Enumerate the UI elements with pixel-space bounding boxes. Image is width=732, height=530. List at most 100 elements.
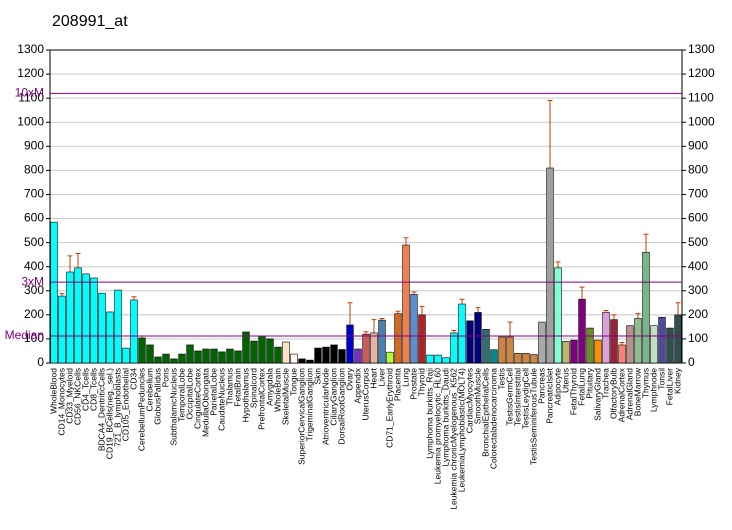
x-tick-label: TestisGermCell: [504, 368, 514, 426]
error-bar: [459, 298, 465, 305]
bar: [362, 333, 370, 364]
x-tick-label: Thalamus: [224, 368, 234, 405]
bar: [282, 341, 290, 364]
bar: [530, 354, 538, 364]
bar: [258, 335, 266, 364]
x-tick-label: Liver: [376, 368, 386, 387]
x-tick-label: AdrenalCortex: [616, 367, 626, 422]
bar: [210, 348, 218, 364]
bar: [594, 339, 602, 364]
error-bar: [379, 317, 385, 321]
x-tick-label: Appendix: [352, 367, 362, 403]
x-tick-label: TestisSeminiferousTubule: [528, 368, 538, 465]
bar: [522, 353, 530, 364]
bar: [314, 347, 322, 364]
error-bar: [635, 313, 641, 319]
x-tick-label: Kidney: [672, 367, 682, 394]
x-tick-label: CiliaryGanglion: [328, 368, 338, 426]
y2-tick-label: 200: [688, 307, 708, 321]
bar: [338, 349, 346, 364]
x-tick-label: OccipitalLobe: [184, 368, 194, 420]
x-tick-label: BDCA4_DentriticCells: [96, 368, 106, 451]
reference-label: Median: [5, 328, 44, 342]
x-tick-label: Ovary: [344, 367, 354, 390]
x-tick-label: CD4_Tcells: [80, 368, 90, 411]
x-tick-label: LeukemiaLymphoblastic(MOLT4): [456, 368, 466, 492]
x-tick-label: CD19_BCells(neg._sel.): [104, 368, 114, 459]
bar: [306, 359, 314, 364]
error-bar: [507, 321, 513, 337]
x-tick-label: CD71_EarlyErythroid: [384, 368, 394, 448]
bar: [498, 336, 506, 364]
y2-tick-label: 1100: [688, 90, 714, 104]
y-tick-label: 200: [24, 307, 44, 321]
bar: [218, 351, 226, 364]
y2-tick-label: 100: [688, 331, 708, 345]
bar: [82, 273, 90, 364]
bar: [98, 292, 106, 364]
x-tick-label: Prostate: [408, 368, 418, 400]
x-tick-label: SalivaryGland: [592, 368, 602, 421]
reference-label: 10xM: [15, 86, 44, 100]
bar: [546, 167, 554, 364]
error-bar: [643, 233, 649, 253]
bar: [490, 349, 498, 364]
error-bar: [475, 307, 481, 313]
x-tick-label: AdrenalGland: [624, 368, 634, 420]
y2-tick-label: 900: [688, 138, 708, 152]
bar: [154, 356, 162, 364]
bar: [66, 271, 74, 364]
error-bar: [419, 305, 425, 315]
x-tick-label: PrefrontalCortex: [256, 367, 266, 430]
error-bar: [395, 310, 401, 314]
x-tick-label: CD105_Endothelial: [120, 368, 130, 441]
bar: [346, 324, 354, 364]
bar: [178, 353, 186, 364]
x-tick-label: CaudateNucleus: [216, 368, 226, 431]
bar: [290, 353, 298, 364]
bar: [194, 350, 202, 364]
y-tick-label: 0: [37, 355, 44, 369]
y-tick-label: 600: [24, 211, 44, 225]
x-tick-label: Colorectaladenocarcinoma: [488, 368, 498, 469]
x-tick-label: UterusCorpus: [360, 368, 370, 420]
x-tick-label: SmoothMuscle: [472, 368, 482, 424]
x-tick-label: Heart: [368, 367, 378, 388]
bar: [90, 277, 98, 364]
x-tick-label: TemporalLobe: [176, 368, 186, 422]
x-tick-label: BoneMarrow: [632, 367, 642, 416]
x-tick-label: MedullaOblongata: [200, 368, 210, 437]
x-tick-label: Placenta: [392, 368, 402, 401]
plot-frame: [49, 49, 683, 364]
x-tick-label: Cerebellum: [144, 368, 154, 411]
bar: [426, 354, 434, 364]
bar: [434, 354, 442, 364]
y2-tick-label: 600: [688, 211, 708, 225]
bar: [602, 312, 610, 364]
y-tick-label: 1000: [17, 114, 44, 128]
error-bar: [451, 329, 457, 333]
x-tick-label: Adipocyte: [552, 368, 562, 406]
bar: [274, 346, 282, 364]
x-tick-label: SubthalamicNucleus: [168, 368, 178, 445]
bar: [170, 358, 178, 364]
bar: [226, 348, 234, 364]
bar: [538, 321, 546, 364]
bar: [658, 316, 666, 364]
x-tick-label: FetalThyroid: [568, 368, 578, 416]
bar: [122, 347, 130, 364]
bar: [634, 318, 642, 364]
y-tick-label: 700: [24, 187, 44, 201]
x-tick-label: Thyroid: [416, 368, 426, 397]
x-tick-label: Hypothalamus: [240, 368, 250, 422]
bar: [266, 338, 274, 364]
bar: [186, 344, 194, 364]
bar: [50, 221, 58, 364]
error-bar: [67, 255, 73, 272]
x-tick-label: Amygdala: [264, 368, 274, 406]
y-tick-label: 500: [24, 235, 44, 249]
error-bar: [411, 291, 417, 295]
y-tick-label: 800: [24, 163, 44, 177]
x-tick-label: Leukemia promyelocytic_HL60: [432, 368, 442, 484]
